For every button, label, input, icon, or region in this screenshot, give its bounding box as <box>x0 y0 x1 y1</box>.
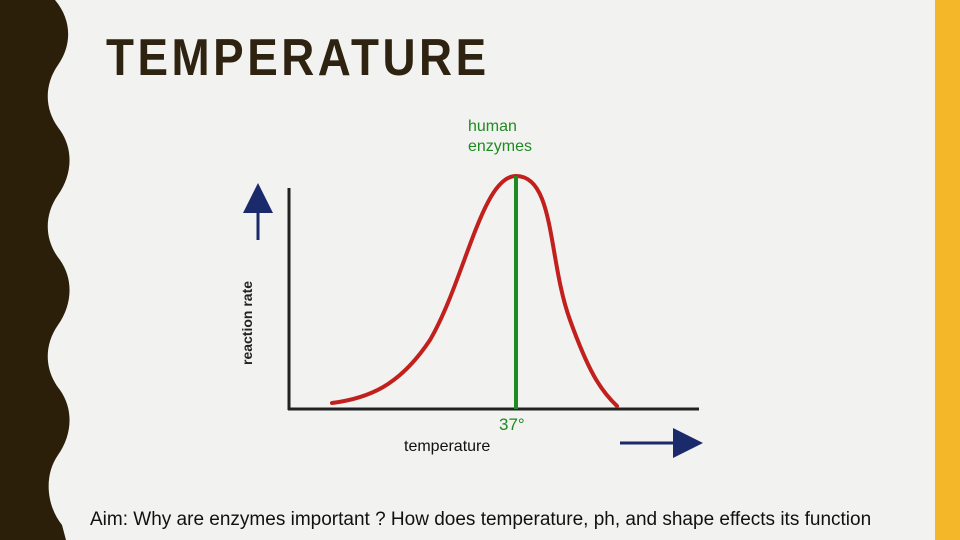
left-band-shape <box>0 0 70 540</box>
slide-title: TEMPERATURE <box>106 29 490 87</box>
curve-label-line-2: enzymes <box>468 138 532 155</box>
x-axis-label: temperature <box>404 438 490 455</box>
rate-curve <box>330 173 619 408</box>
y-axis-label: reaction rate <box>239 281 255 365</box>
peak-label: 37° <box>499 415 525 434</box>
curve-label-line-1: human <box>468 118 517 135</box>
aim-text: Aim: Why are enzymes important ? How doe… <box>90 509 872 530</box>
right-accent-band <box>935 0 960 540</box>
left-decorative-band <box>0 0 70 540</box>
